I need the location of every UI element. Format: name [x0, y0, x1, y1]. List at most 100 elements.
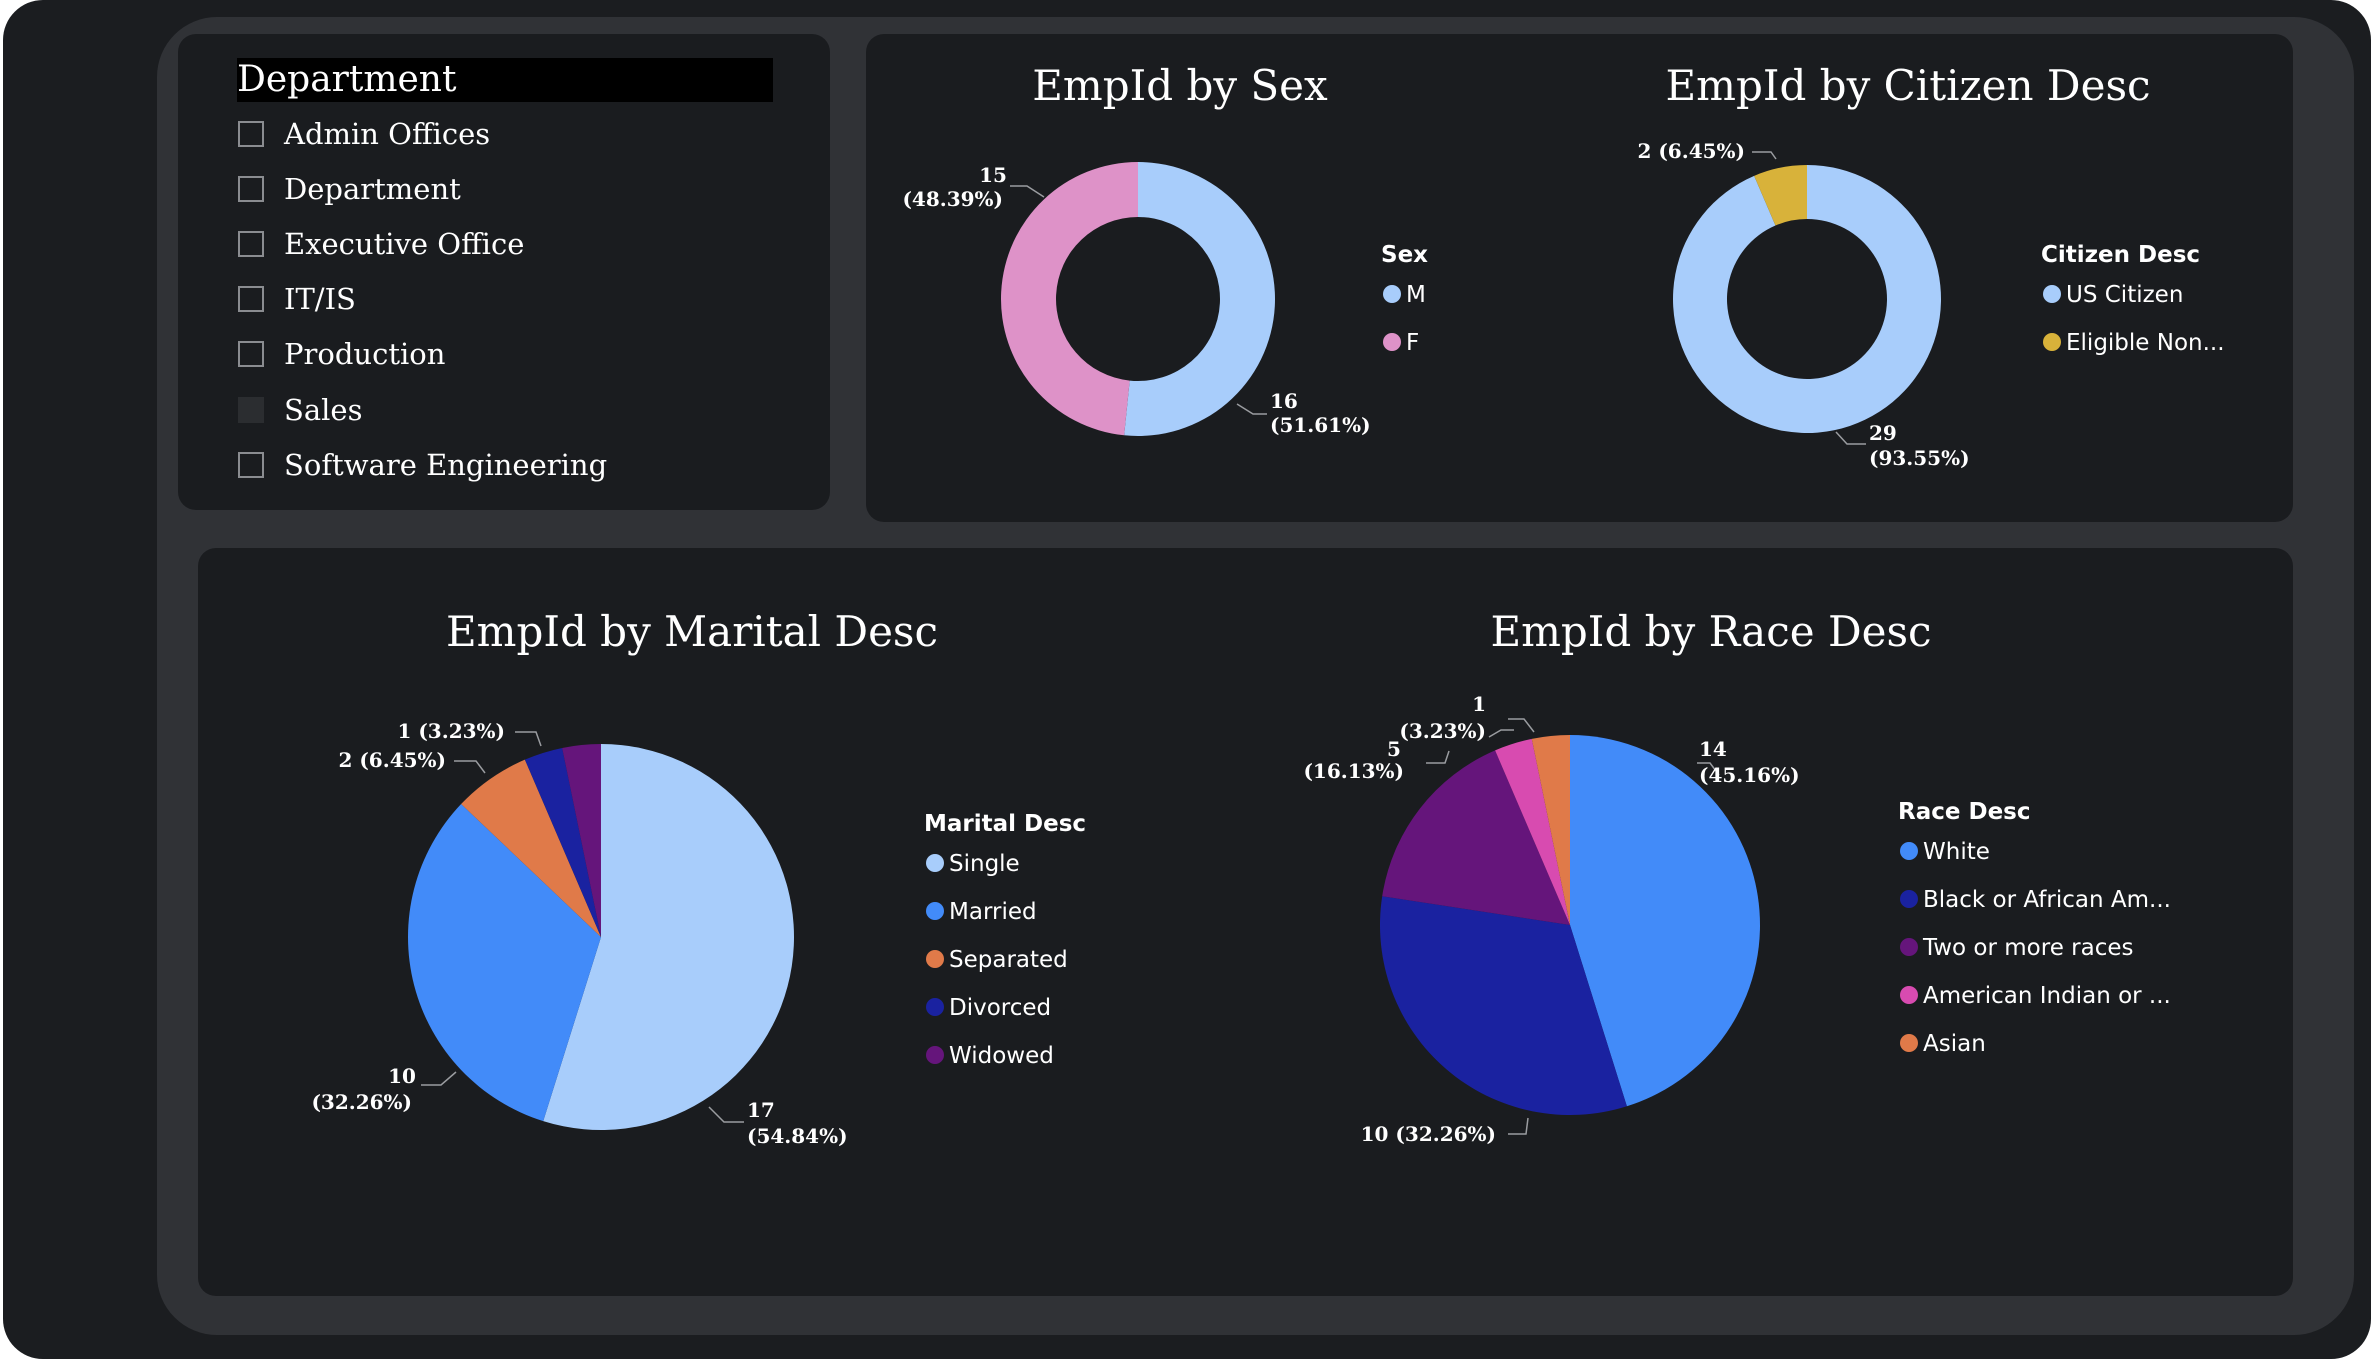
data-label: 16 — [1270, 389, 1298, 413]
slicer-item-label: Software Engineering — [284, 448, 608, 482]
legend-marker — [926, 854, 944, 872]
data-label: 10 — [388, 1064, 416, 1088]
slicer-checkbox[interactable] — [238, 176, 264, 202]
legend-marker — [1900, 842, 1918, 860]
chart-title: EmpId by Sex — [1032, 61, 1328, 110]
marital-slice-1 — [543, 744, 795, 1130]
department-slicer-panel — [178, 34, 830, 510]
sex-chart: EmpId by Sex 16(51.61%) 15(48.39%) Sex MF — [902, 61, 1428, 437]
race-slice-5 — [1531, 735, 1570, 925]
legend-label: US Citizen — [2066, 282, 2183, 308]
data-label: 1 — [1472, 692, 1486, 716]
top-charts-panel — [866, 34, 2293, 522]
slicer-checkbox[interactable] — [238, 341, 264, 367]
race-slice-1 — [1570, 735, 1761, 1107]
data-label: 2 (6.45%) — [1637, 139, 1745, 163]
leader-line — [1508, 718, 1535, 733]
race-slice-2 — [1380, 896, 1627, 1116]
leader-line — [1010, 185, 1045, 198]
data-label: 29 — [1869, 421, 1897, 445]
legend-title: Citizen Desc — [2041, 242, 2200, 268]
citizen-chart: EmpId by Citizen Desc 29(93.55%) 2 (6.45%)… — [1637, 61, 2224, 470]
leader-line — [1236, 403, 1267, 415]
data-label: (16.13%) — [1303, 759, 1404, 783]
legend-label: Single — [949, 851, 1020, 877]
legend-label: M — [1406, 282, 1426, 308]
marital-slice-2 — [407, 804, 601, 1122]
legend-marker — [1383, 333, 1401, 351]
chart-title: EmpId by Citizen Desc — [1665, 61, 2150, 110]
legend-title: Race Desc — [1898, 799, 2031, 825]
legend-marker — [1900, 1034, 1918, 1052]
data-label: (54.84%) — [747, 1124, 848, 1148]
slicer-checkbox[interactable] — [238, 452, 264, 478]
data-label: (51.61%) — [1270, 413, 1371, 437]
marital-slice-3 — [461, 759, 601, 937]
citizen-slice-1 — [1673, 165, 1942, 433]
slicer-checkbox[interactable] — [238, 397, 264, 423]
slicer-item-label: Sales — [284, 393, 363, 427]
legend-label: American Indian or ... — [1923, 983, 2171, 1009]
slicer-item[interactable]: Department — [238, 169, 461, 209]
slicer-checkbox[interactable] — [238, 286, 264, 312]
slicer-item[interactable]: Production — [238, 334, 445, 374]
legend-marker — [1900, 938, 1918, 956]
legend-label: F — [1406, 330, 1419, 356]
data-label: 17 — [747, 1098, 775, 1122]
slicer-checkbox[interactable] — [238, 231, 264, 257]
slicer-item[interactable]: Admin Offices — [238, 114, 490, 154]
chart-title: EmpId by Marital Desc — [446, 607, 938, 656]
race-chart: EmpId by Race Desc 14(45.16%) 10 (32.26%) 5… — [1303, 607, 2171, 1146]
slicer-item-label: Admin Offices — [284, 117, 491, 151]
leader-line — [708, 1106, 744, 1123]
citizen-slice-2 — [1754, 165, 1807, 226]
slicer-item[interactable]: IT/IS — [238, 279, 356, 319]
data-label: (45.16%) — [1699, 763, 1800, 787]
legend-label: Two or more races — [1922, 935, 2134, 961]
slicer-item[interactable]: Software Engineering — [238, 445, 607, 485]
leader-line — [1752, 151, 1777, 160]
slicer-item-label: IT/IS — [284, 282, 356, 316]
data-label: 10 (32.26%) — [1361, 1122, 1496, 1146]
legend-label: Asian — [1923, 1031, 1986, 1057]
data-label: 5 — [1387, 737, 1401, 761]
legend-marker — [926, 950, 944, 968]
data-label: (32.26%) — [311, 1090, 412, 1114]
legend-label: White — [1923, 839, 1990, 865]
data-label: 14 — [1699, 737, 1727, 761]
slicer-item[interactable]: Sales — [238, 390, 362, 430]
leader-line — [1697, 762, 1720, 776]
legend-marker — [1900, 986, 1918, 1004]
marital-chart: EmpId by Marital Desc 17(54.84%) 10(32.26%… — [311, 607, 1086, 1148]
leader-line — [1508, 1117, 1529, 1135]
data-label: (93.55%) — [1869, 446, 1970, 470]
legend-label: Married — [949, 899, 1037, 925]
legend-label: Divorced — [949, 995, 1051, 1021]
slicer-title: Department — [237, 58, 773, 102]
slicer-item-label: Production — [284, 337, 446, 371]
legend-marker — [2043, 285, 2061, 303]
sex-slice-2 — [1001, 162, 1138, 436]
legend-title: Sex — [1381, 242, 1428, 268]
legend-marker — [1383, 285, 1401, 303]
leader-line — [421, 1071, 457, 1086]
leader-line — [515, 731, 542, 747]
marital-slice-4 — [524, 747, 601, 937]
data-label: (3.23%) — [1399, 719, 1486, 743]
leader-line — [1488, 729, 1514, 738]
slicer-item-label: Department — [284, 172, 461, 206]
legend-label: Eligible Non... — [2066, 330, 2225, 356]
legend-marker — [926, 998, 944, 1016]
race-slice-4 — [1495, 738, 1570, 925]
sex-slice-1 — [1124, 162, 1276, 437]
slicer-checkbox[interactable] — [238, 121, 264, 147]
leader-line — [454, 760, 486, 774]
marital-slice-5 — [562, 744, 601, 937]
race-slice-3 — [1382, 750, 1570, 925]
legend-label: Separated — [949, 947, 1068, 973]
slicer-item[interactable]: Executive Office — [238, 224, 524, 264]
data-label: 2 (6.45%) — [338, 748, 446, 772]
data-label: 1 (3.23%) — [397, 719, 505, 743]
legend-title: Marital Desc — [924, 811, 1086, 837]
legend-marker — [1900, 890, 1918, 908]
